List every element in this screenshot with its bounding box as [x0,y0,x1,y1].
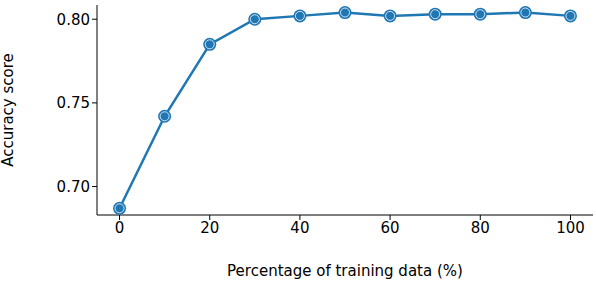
svg-text:0.80: 0.80 [57,11,90,29]
svg-text:Percentage of training data (%: Percentage of training data (%) [227,262,463,280]
svg-text:0: 0 [115,219,125,237]
svg-text:20: 20 [200,219,219,237]
svg-text:Accuracy score: Accuracy score [8,53,17,167]
svg-text:80: 80 [471,219,490,237]
svg-text:0.75: 0.75 [57,94,90,112]
svg-text:100: 100 [556,219,585,237]
svg-text:60: 60 [381,219,400,237]
svg-text:40: 40 [290,219,309,237]
svg-text:0.70: 0.70 [57,178,90,196]
